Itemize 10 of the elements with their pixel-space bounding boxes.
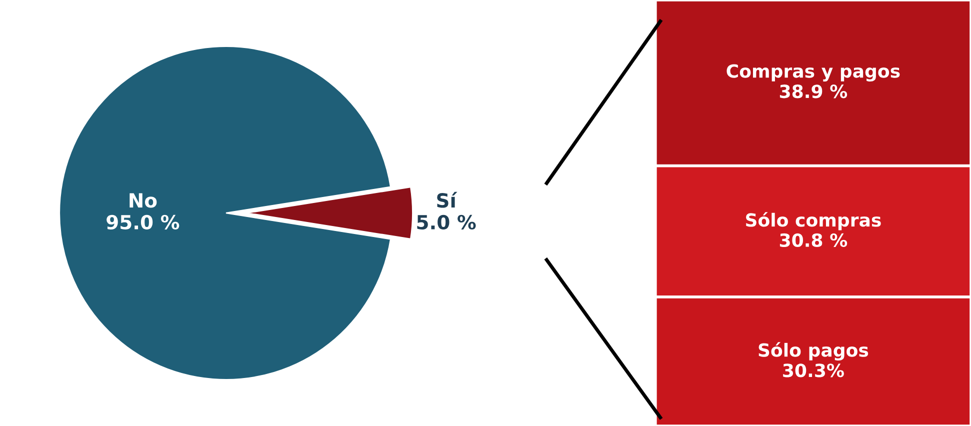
slice-label: No (130, 193, 157, 208)
data-label: 30.3% (783, 364, 844, 378)
series-label: Sólo compras (746, 212, 881, 230)
series-label: Compras y pagos (726, 64, 900, 82)
series-label: Sólo pagos (758, 342, 868, 361)
data-label: 30.8 % (780, 233, 848, 248)
slice-label: Sí (437, 192, 458, 208)
data-label: 95.0 % (106, 214, 180, 230)
data-label: 38.9 % (780, 84, 848, 98)
data-label: 5.0 % (417, 214, 476, 230)
